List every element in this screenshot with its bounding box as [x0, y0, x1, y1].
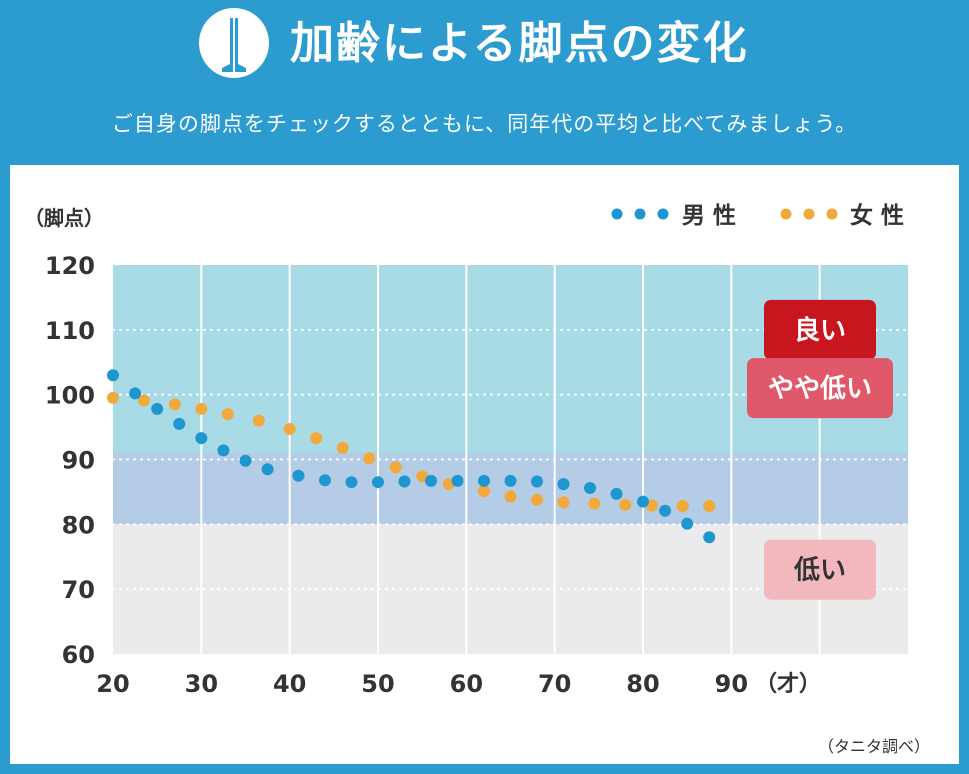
female-data-point [252, 414, 265, 427]
legend-male-dot [611, 208, 623, 220]
female-data-point [557, 496, 570, 509]
legend-female-dot [780, 208, 792, 220]
zone-badge [764, 299, 876, 360]
zone-band [113, 453, 908, 525]
female-data-point [107, 391, 119, 404]
zone-badge [764, 539, 876, 600]
y-tick-label: 90 [62, 447, 95, 475]
male-data-point [557, 478, 570, 491]
male-data-point [129, 387, 142, 400]
legend-male-dot [657, 208, 669, 220]
y-tick-label: 70 [62, 576, 95, 604]
male-data-point [425, 474, 437, 487]
y-tick-label: 60 [62, 641, 95, 669]
x-tick-label: 20 [96, 670, 129, 698]
x-tick-label: 70 [538, 670, 571, 698]
page-title: 加齢による脚点の変化 [290, 18, 749, 69]
source-note: （タニタ調べ） [818, 737, 930, 756]
x-tick-label: 40 [273, 670, 306, 698]
x-tick-label: 50 [361, 670, 394, 698]
x-axis-unit: （才） [755, 671, 821, 697]
legend-male-dot [634, 208, 646, 220]
male-data-point [261, 463, 274, 476]
female-data-point [221, 408, 234, 421]
male-data-point [703, 531, 716, 544]
female-data-point [195, 402, 208, 415]
male-data-point [319, 474, 331, 487]
male-data-point [637, 495, 649, 508]
female-data-point [283, 423, 296, 436]
male-data-point [451, 474, 464, 487]
female-data-point [504, 490, 517, 503]
male-data-point [239, 454, 252, 467]
legend-female-dot [826, 208, 838, 220]
female-data-point [676, 500, 689, 513]
female-data-point [336, 441, 349, 454]
legend-female-label: 女 性 [850, 202, 904, 229]
x-tick-label: 80 [626, 670, 659, 698]
female-data-point [416, 470, 429, 483]
male-data-point [610, 487, 623, 500]
male-data-point [398, 475, 411, 488]
leg-icon [199, 8, 269, 78]
male-data-point [681, 517, 694, 530]
male-data-point [292, 469, 305, 482]
female-data-point [389, 461, 402, 474]
header-banner: 加齢による脚点の変化 ご自身の脚点をチェックするとともに、同年代の平均と比べてみ… [0, 0, 969, 165]
male-data-point [107, 369, 119, 382]
female-data-point [531, 493, 543, 506]
legend: 男 性 女 性 [611, 202, 904, 229]
male-data-point [217, 444, 230, 457]
male-data-point [372, 476, 384, 489]
male-data-point [195, 432, 208, 445]
y-tick-label: 110 [45, 317, 95, 345]
female-data-point [619, 498, 632, 511]
page-subtitle: ご自身の脚点をチェックするとともに、同年代の平均と比べてみましょう。 [111, 112, 858, 136]
female-data-point [363, 452, 376, 465]
legend-female-dot [803, 208, 815, 220]
zone-badge [747, 358, 893, 419]
female-data-point [168, 398, 181, 411]
zone-badge-label: 良い [794, 315, 846, 346]
male-data-point [478, 474, 490, 487]
female-data-point [588, 497, 601, 510]
y-tick-label: 100 [45, 382, 95, 410]
male-data-point [173, 417, 186, 430]
x-tick-label: 30 [185, 670, 218, 698]
male-data-point [584, 482, 596, 495]
male-data-point [151, 402, 164, 415]
y-tick-label: 120 [45, 252, 95, 280]
zone-badge-label: 低い [793, 556, 846, 586]
male-data-point [531, 475, 543, 488]
female-data-point [137, 394, 150, 407]
female-data-point [478, 485, 490, 498]
x-tick-label: 90 [715, 670, 748, 698]
chart-panel: 良いやや低い低い 60 70 80 90 100 110 120 20 30 40 50 60 70 8… [10, 165, 959, 764]
female-data-point [703, 500, 716, 513]
zone-badge-label: やや低い [768, 374, 872, 404]
male-data-point [659, 504, 672, 517]
male-data-point [504, 474, 517, 487]
y-axis-label: （脚点） [24, 206, 104, 230]
y-tick-label: 80 [62, 511, 95, 539]
x-tick-label: 60 [450, 670, 483, 698]
female-data-point [310, 432, 323, 445]
male-data-point [345, 476, 358, 489]
legend-male-label: 男 性 [682, 203, 736, 229]
